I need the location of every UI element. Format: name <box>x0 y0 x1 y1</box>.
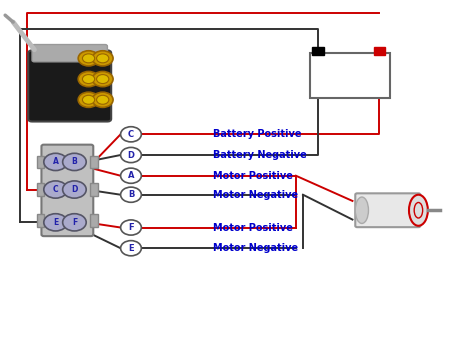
Text: Battery Negative: Battery Negative <box>213 150 307 160</box>
Circle shape <box>82 95 95 104</box>
Circle shape <box>63 153 86 171</box>
Text: Battery Positive: Battery Positive <box>213 129 302 139</box>
Bar <box>312 47 324 55</box>
Bar <box>36 214 44 227</box>
Text: C: C <box>128 130 134 139</box>
Text: Motor Positive: Motor Positive <box>213 222 293 232</box>
Text: D: D <box>71 185 78 194</box>
Circle shape <box>44 153 67 171</box>
Bar <box>374 47 385 55</box>
FancyBboxPatch shape <box>28 50 111 121</box>
Circle shape <box>97 95 109 104</box>
Text: Motor Negative: Motor Negative <box>213 243 299 253</box>
Circle shape <box>120 240 141 256</box>
Circle shape <box>97 74 109 84</box>
Text: Motor Positive: Motor Positive <box>213 171 293 181</box>
Circle shape <box>78 71 99 87</box>
Bar <box>36 156 44 168</box>
Text: B: B <box>72 157 77 166</box>
Bar <box>310 53 390 98</box>
Circle shape <box>44 181 67 198</box>
Bar <box>91 156 98 168</box>
Circle shape <box>78 51 99 66</box>
Circle shape <box>120 187 141 202</box>
Bar <box>91 183 98 196</box>
Text: A: A <box>128 171 134 180</box>
FancyBboxPatch shape <box>41 145 93 236</box>
Circle shape <box>92 92 113 108</box>
FancyBboxPatch shape <box>356 193 420 227</box>
Circle shape <box>78 92 99 108</box>
Circle shape <box>92 71 113 87</box>
Ellipse shape <box>409 195 428 226</box>
Text: A: A <box>53 157 58 166</box>
Circle shape <box>120 168 141 183</box>
Text: F: F <box>128 223 134 232</box>
Text: B: B <box>128 190 134 199</box>
Circle shape <box>97 54 109 63</box>
Text: E: E <box>128 244 134 253</box>
Circle shape <box>120 127 141 142</box>
FancyBboxPatch shape <box>32 45 108 62</box>
Circle shape <box>92 51 113 66</box>
Circle shape <box>120 148 141 163</box>
Text: Motor Negative: Motor Negative <box>213 190 299 200</box>
Circle shape <box>44 214 67 231</box>
Bar <box>91 214 98 227</box>
Text: F: F <box>72 218 77 227</box>
Circle shape <box>82 54 95 63</box>
Text: D: D <box>128 151 135 159</box>
Circle shape <box>82 74 95 84</box>
Circle shape <box>63 181 86 198</box>
Text: C: C <box>53 185 58 194</box>
Text: E: E <box>53 218 58 227</box>
Bar <box>36 183 44 196</box>
Ellipse shape <box>356 197 368 223</box>
Circle shape <box>63 214 86 231</box>
Circle shape <box>120 220 141 235</box>
